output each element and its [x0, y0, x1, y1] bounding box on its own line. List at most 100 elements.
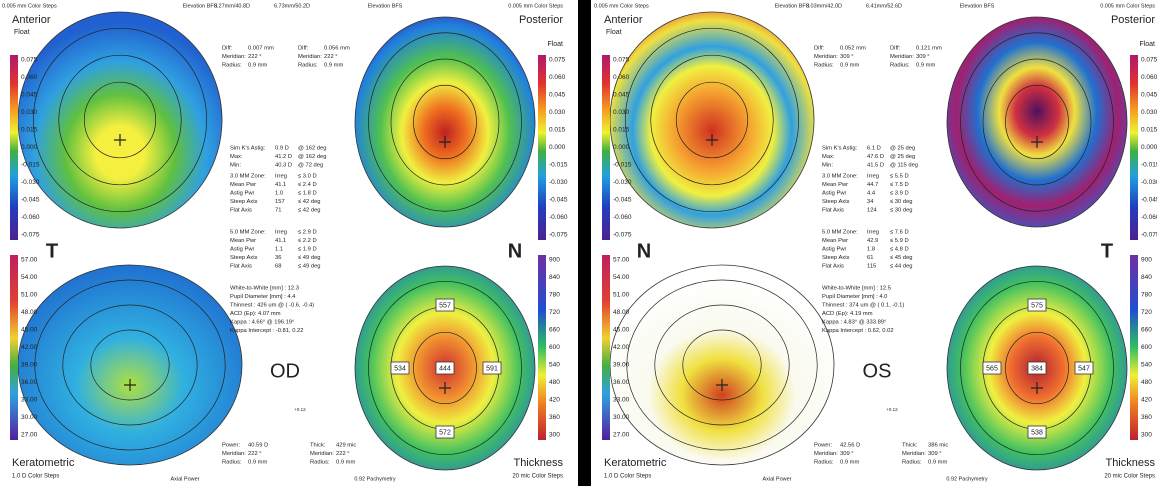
header-text: 0.005 mm Color Steps — [2, 3, 57, 9]
stat-text: ≤ 7.6 D — [890, 230, 909, 236]
stat-text: Meridian: — [298, 54, 322, 60]
thickness-box — [1074, 361, 1094, 375]
stat-text: 0.9 mm — [916, 63, 935, 69]
scale-label: 480 — [549, 379, 560, 386]
map-ring — [1005, 84, 1069, 160]
stat-text: Meridian: — [890, 54, 914, 60]
stat-text: 1.0 — [275, 191, 283, 197]
stat-text: Steep Axis — [230, 199, 257, 205]
stat-text: Meridian: — [814, 54, 838, 60]
stat-text: 42.9 — [867, 238, 878, 244]
scale-label: 0.000 — [1141, 144, 1157, 151]
scale-label: -0.045 — [21, 197, 40, 204]
scale-label: 840 — [1141, 274, 1152, 281]
measurement: Pupil Diameter [mm] : 4.4 — [230, 294, 296, 300]
stat-text: 309 ° — [840, 54, 854, 60]
stat-text: 71 — [275, 208, 281, 214]
scale-label: 0.030 — [21, 109, 38, 116]
map-ring — [960, 280, 1114, 456]
thickness-box — [390, 361, 410, 375]
stat-text: Irreg — [867, 174, 879, 180]
stat-text: 41.1 — [275, 182, 286, 188]
stat-text: @ 162 deg — [298, 154, 326, 160]
map-caption: 0.92 Pachymetry — [946, 476, 988, 482]
offset-label: +0.12 — [886, 407, 898, 412]
stat-text: 61 — [867, 255, 873, 261]
stat-text: 0.9 mm — [840, 460, 859, 466]
thickness-value: 534 — [394, 365, 406, 372]
stat-text: Max: — [822, 154, 835, 160]
stat-text: 0.9 mm — [324, 63, 343, 69]
thickness-value: 591 — [486, 365, 498, 372]
map-subtitle: 20 mic Color Steps — [1104, 474, 1155, 480]
stat-text: @ 115 deg — [890, 163, 918, 169]
scale-label: 0.060 — [613, 74, 630, 81]
scale-label: -0.015 — [549, 162, 568, 169]
measurement: Kappa : 4.66° @ 196.19° — [230, 320, 294, 326]
map-title: Thickness — [1105, 457, 1155, 469]
map-ring — [624, 27, 800, 213]
scale-label: -0.075 — [1141, 232, 1157, 239]
map-ring — [90, 329, 170, 401]
scale-label: 27.00 — [21, 432, 38, 439]
scale-label: 0.060 — [21, 74, 38, 81]
divider — [578, 0, 591, 486]
scale-label: 0.045 — [549, 92, 566, 99]
stat-text: Steep Axis — [822, 255, 849, 261]
scale-label: 0.000 — [613, 144, 630, 151]
stat-text: Sim K's Astig: — [822, 146, 858, 152]
stat-text: Max: — [230, 154, 243, 160]
stat-text: Radius: — [222, 460, 242, 466]
measurement: ACD (Ep): 4.07 mm — [230, 311, 281, 317]
stat-text: Meridian: — [222, 54, 246, 60]
scale-label: 420 — [1141, 397, 1152, 404]
map-subtitle: 1.0 D Color Steps — [12, 474, 59, 480]
color-scale — [1130, 255, 1138, 440]
stat-text: Sim K's Astig: — [230, 146, 266, 152]
thickness-box — [1027, 298, 1047, 312]
stat-text: Astig Pwr — [230, 191, 255, 197]
stat-text: 115 — [867, 264, 876, 270]
map-ring — [650, 54, 774, 186]
scale-label: 0.030 — [613, 109, 630, 116]
scale-label: -0.045 — [1141, 197, 1157, 204]
scale-label: 720 — [1141, 309, 1152, 316]
measurement: White-to-White [mm] : 12.5 — [822, 286, 891, 292]
stat-text: 0.056 mm — [324, 46, 350, 52]
stat-text: Min: — [230, 163, 241, 169]
scale-label: 0.075 — [1141, 57, 1157, 64]
scale-label: 600 — [1141, 344, 1152, 351]
scale-label: 300 — [549, 432, 560, 439]
header-text: 0.005 mm Color Steps — [508, 3, 563, 9]
scale-label: 780 — [1141, 292, 1152, 299]
map-subtitle: Float — [606, 29, 622, 36]
stat-text: Mean Pwr — [230, 182, 256, 188]
stat-text: 40.59 D — [248, 443, 268, 449]
measurement: Kappa Intercept : 0.62, 0.02 — [822, 328, 894, 334]
stat-text: @ 72 deg — [298, 163, 323, 169]
stat-text: 34 — [867, 199, 874, 205]
stat-text: ≤ 4.8 D — [890, 247, 909, 253]
scale-label: -0.075 — [21, 232, 40, 239]
stat-text: Flat Axis — [230, 264, 252, 270]
stat-text: 0.9 mm — [336, 460, 355, 466]
scale-label: -0.045 — [613, 197, 632, 204]
panel: 0.005 mm Color Steps Elevation BFS8.03mm/… — [594, 3, 1157, 482]
header-text: 0.005 mm Color Steps — [1100, 3, 1155, 9]
scale-label: 0.060 — [549, 74, 566, 81]
scale-label: 57.00 — [613, 257, 630, 264]
scale-label: 57.00 — [21, 257, 38, 264]
scale-label: -0.015 — [613, 162, 632, 169]
stat-text: Diff: — [890, 46, 901, 52]
stat-text: Flat Axis — [822, 208, 844, 214]
scale-label: -0.060 — [21, 214, 40, 221]
stat-text: 0.9 mm — [840, 63, 859, 69]
header-text: Elevation BFS — [960, 3, 995, 9]
scale-label: 660 — [549, 327, 560, 334]
stat-text: Astig Pwr — [822, 247, 847, 253]
stat-text: 157 — [275, 199, 285, 205]
stat-text: Thick: — [902, 443, 918, 449]
scale-label: 780 — [549, 292, 560, 299]
stat-text: 1.1 — [275, 247, 283, 253]
